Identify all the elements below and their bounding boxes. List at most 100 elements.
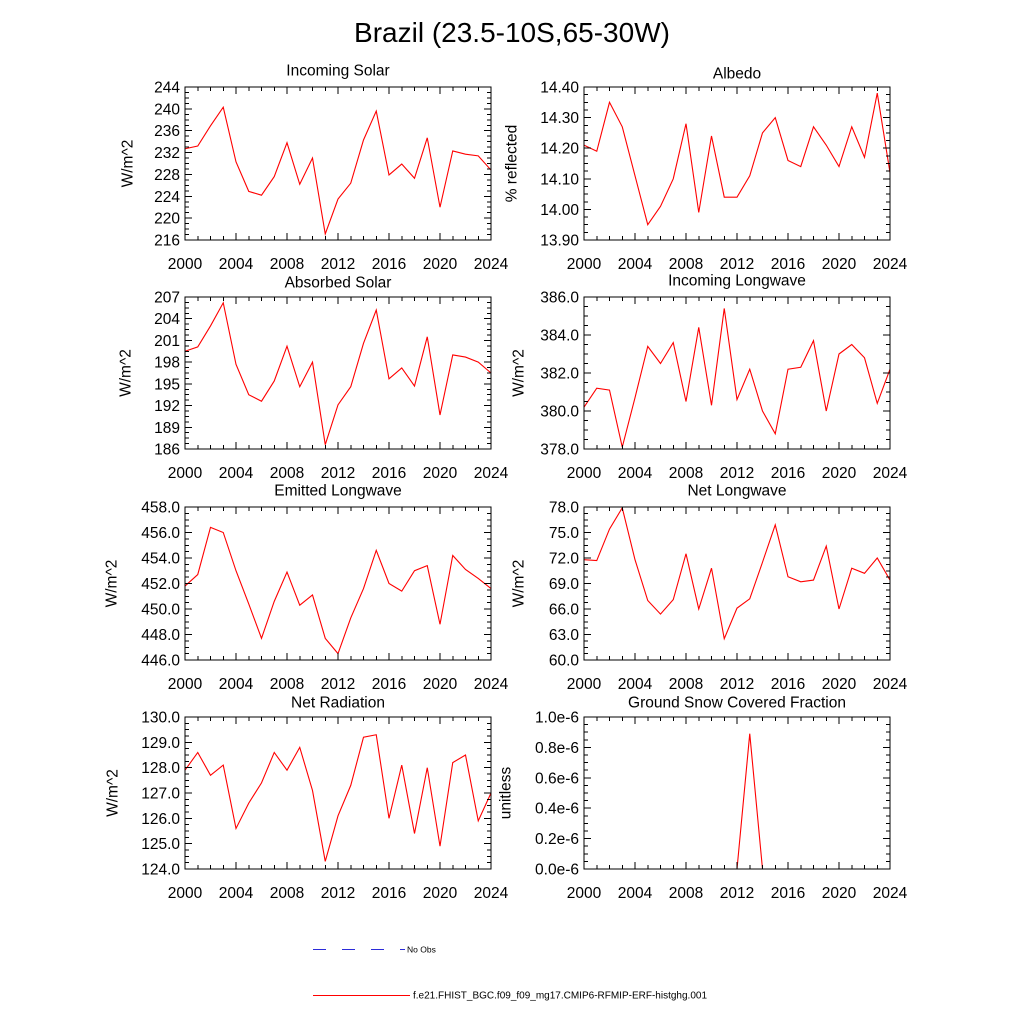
x-tick-label: 2004 — [219, 676, 254, 693]
y-tick-label: 60.0 — [549, 653, 580, 670]
panel-incoming-longwave: 2000 2004 2008 2012 2016 2020 2024 378.0 380.0 38… — [511, 273, 908, 483]
plot-frame — [583, 86, 891, 241]
x-tick-label: 2008 — [669, 256, 703, 273]
chart-title: Incoming Longwave — [668, 273, 806, 290]
y-tick-label: 236 — [154, 123, 180, 140]
x-tick-label: 2000 — [567, 465, 602, 482]
x-tick-label: 2020 — [423, 256, 458, 273]
x-tick-label: 2000 — [168, 676, 203, 693]
x-tick-label: 2008 — [669, 885, 703, 902]
y-tick-label: 14.00 — [540, 202, 579, 219]
series-line — [184, 105, 492, 237]
series-line — [184, 734, 492, 862]
y-tick-label: 224 — [154, 189, 180, 206]
plot-frame — [184, 506, 492, 661]
legend-label-model: f.e21.FHIST_BGC.f09_f09_mg17.CMIP6-RFMIP… — [413, 991, 707, 1002]
panel-emitted-longwave: 2000 2004 2008 2012 2016 2020 2024 446.0 448.0 45… — [104, 483, 509, 694]
y-tick-label: 14.30 — [540, 110, 579, 127]
y-axis-label: W/m^2 — [120, 140, 137, 188]
plot-frame — [184, 86, 492, 241]
y-tick-label: 1.0e-6 — [535, 710, 579, 727]
y-tick-label: 378.0 — [540, 442, 579, 459]
y-axis-label: W/m^2 — [511, 349, 528, 397]
y-tick-label: 129.0 — [141, 735, 180, 752]
x-tick-label: 2024 — [873, 256, 908, 273]
y-tick-label: 0.2e-6 — [535, 831, 579, 848]
x-tick-label: 2020 — [822, 465, 857, 482]
y-tick-label: 130.0 — [141, 710, 180, 727]
x-tick-label: 2000 — [168, 885, 203, 902]
y-tick-label: 448.0 — [141, 627, 180, 644]
panel-incoming-solar: 2000 2004 2008 2012 2016 2020 2024 216 220 224 228… — [120, 63, 509, 274]
x-tick-label: 2012 — [720, 885, 754, 902]
y-tick-label: 13.90 — [540, 233, 579, 250]
y-tick-label: 0.6e-6 — [535, 770, 579, 787]
x-tick-label: 2024 — [873, 676, 908, 693]
plot-frame — [583, 506, 891, 661]
x-tick-label: 2008 — [270, 465, 304, 482]
y-tick-label: 126.0 — [141, 811, 180, 828]
x-tick-label: 2004 — [618, 256, 653, 273]
chart-title: Net Radiation — [291, 695, 385, 712]
x-tick-label: 2020 — [822, 676, 857, 693]
series-line — [583, 308, 891, 448]
plot-frame — [184, 296, 492, 450]
y-tick-label: 14.40 — [540, 80, 579, 97]
x-tick-label: 2012 — [720, 676, 754, 693]
y-tick-label: 456.0 — [141, 525, 180, 542]
y-tick-label: 189 — [154, 420, 180, 437]
y-tick-label: 78.0 — [549, 500, 580, 517]
figure-title: Brazil (23.5-10S,65-30W) — [354, 17, 670, 48]
y-tick-label: 0.0e-6 — [535, 862, 579, 879]
x-tick-label: 2020 — [822, 256, 857, 273]
x-tick-label: 2012 — [321, 885, 355, 902]
y-axis-label: W/m^2 — [105, 769, 122, 817]
chart-title: Emitted Longwave — [274, 483, 402, 500]
x-tick-label: 2004 — [219, 885, 254, 902]
y-tick-label: 446.0 — [141, 653, 180, 670]
x-tick-label: 2012 — [720, 465, 754, 482]
y-tick-label: 458.0 — [141, 500, 180, 517]
chart-title: Ground Snow Covered Fraction — [628, 695, 846, 712]
y-tick-label: 124.0 — [141, 862, 180, 879]
y-tick-label: 0.8e-6 — [535, 740, 579, 757]
x-tick-label: 2024 — [474, 885, 509, 902]
x-tick-label: 2008 — [669, 676, 703, 693]
x-tick-label: 2000 — [168, 465, 203, 482]
y-tick-label: 228 — [154, 167, 180, 184]
x-tick-label: 2016 — [372, 676, 406, 693]
y-axis-label: % reflected — [504, 125, 521, 203]
x-tick-label: 2020 — [423, 676, 458, 693]
x-tick-label: 2012 — [720, 256, 754, 273]
x-tick-label: 2016 — [771, 676, 805, 693]
series-line — [583, 93, 891, 226]
y-tick-label: 380.0 — [540, 404, 579, 421]
y-tick-label: 127.0 — [141, 786, 180, 803]
x-tick-label: 2000 — [567, 676, 602, 693]
y-tick-label: 0.4e-6 — [535, 801, 579, 818]
y-tick-label: 207 — [154, 290, 180, 307]
y-tick-label: 125.0 — [141, 836, 180, 853]
y-tick-label: 66.0 — [549, 602, 580, 619]
legend: No Obs f.e21.FHIST_BGC.f09_f09_mg17.CMIP… — [313, 945, 707, 1002]
y-tick-label: 220 — [154, 211, 180, 228]
y-tick-label: 186 — [154, 442, 180, 459]
x-tick-label: 2004 — [219, 256, 254, 273]
chart-title: Incoming Solar — [286, 63, 389, 80]
y-tick-label: 75.0 — [549, 525, 580, 542]
x-tick-label: 2024 — [474, 676, 509, 693]
x-tick-label: 2024 — [474, 465, 509, 482]
x-tick-label: 2004 — [618, 676, 653, 693]
y-tick-label: 216 — [154, 233, 180, 250]
y-tick-label: 384.0 — [540, 328, 579, 345]
x-tick-label: 2012 — [321, 256, 355, 273]
x-tick-label: 2016 — [372, 465, 406, 482]
y-tick-label: 192 — [154, 398, 180, 415]
y-tick-label: 69.0 — [549, 576, 580, 593]
panel-absorbed-solar: 2000 2004 2008 2012 2016 2020 2024 186 189 192 195… — [118, 275, 509, 483]
x-tick-label: 2016 — [372, 885, 406, 902]
chart-title: Albedo — [713, 66, 761, 83]
y-tick-label: 195 — [154, 376, 180, 393]
y-tick-label: 452.0 — [141, 576, 180, 593]
